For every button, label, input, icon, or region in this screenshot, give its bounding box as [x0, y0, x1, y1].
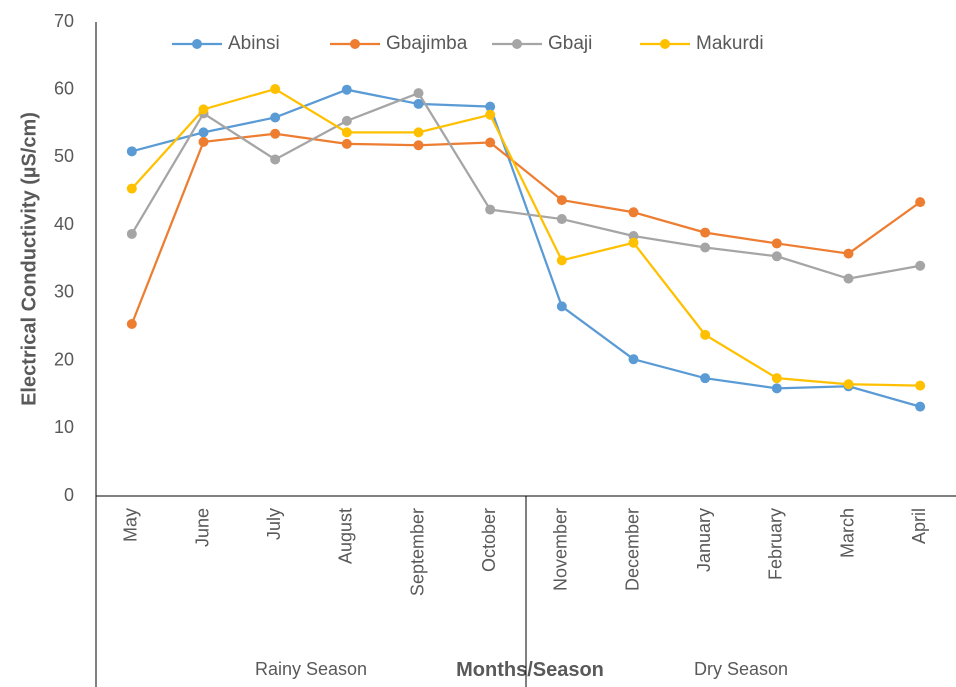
- data-point: [198, 127, 209, 138]
- data-point: [413, 140, 424, 151]
- series-line: [130, 87, 921, 387]
- data-point: [915, 380, 926, 391]
- data-point: [915, 401, 926, 412]
- data-point: [270, 128, 281, 139]
- x-tick-label: April: [909, 508, 929, 544]
- y-tick-label: 40: [54, 214, 74, 234]
- data-point: [700, 227, 711, 238]
- data-point: [843, 273, 854, 284]
- series-line: [130, 91, 921, 280]
- data-point: [700, 329, 711, 340]
- data-point: [556, 195, 567, 206]
- data-point: [198, 104, 209, 115]
- x-tick-label: October: [479, 508, 499, 572]
- data-point: [126, 146, 137, 157]
- y-tick-label: 10: [54, 417, 74, 437]
- data-point: [270, 84, 281, 95]
- data-point: [628, 237, 639, 248]
- x-tick-label: August: [336, 508, 356, 564]
- data-point: [198, 136, 209, 147]
- x-tick-label: June: [192, 508, 212, 547]
- data-point: [771, 373, 782, 384]
- data-point: [771, 383, 782, 394]
- data-point: [771, 238, 782, 249]
- legend-label: Gbaji: [548, 33, 592, 54]
- data-point: [915, 260, 926, 271]
- y-axis-title: Electrical Conductivity (µS/cm): [18, 112, 40, 406]
- y-tick-label: 60: [54, 78, 74, 98]
- data-point: [341, 138, 352, 149]
- legend-label: Makurdi: [696, 33, 764, 54]
- data-point: [341, 127, 352, 138]
- x-axis-title: Months/Season: [456, 659, 604, 681]
- x-tick-label: November: [551, 508, 571, 591]
- y-tick-label: 30: [54, 282, 74, 302]
- x-tick-label: March: [837, 508, 857, 558]
- data-point: [126, 319, 137, 330]
- data-point: [628, 207, 639, 218]
- x-tick-label: January: [694, 508, 714, 572]
- series-line: [131, 88, 921, 408]
- legend-label: Abinsi: [228, 33, 280, 54]
- data-point: [556, 301, 567, 312]
- data-point: [413, 98, 424, 109]
- data-point: [843, 248, 854, 259]
- y-tick-label: 50: [54, 146, 74, 166]
- data-point: [485, 109, 496, 120]
- data-point: [700, 242, 711, 253]
- x-tick-label: February: [766, 508, 786, 580]
- y-tick-label: 70: [54, 11, 74, 31]
- data-point: [556, 214, 567, 225]
- data-point: [341, 115, 352, 126]
- x-tick-label: July: [264, 508, 284, 540]
- data-point: [915, 197, 926, 208]
- legend-marker: [512, 39, 522, 49]
- data-point: [413, 127, 424, 138]
- group-label: Dry Season: [694, 659, 788, 679]
- legend-marker: [192, 39, 202, 49]
- data-point: [485, 204, 496, 215]
- x-tick-label: December: [622, 508, 642, 591]
- data-point: [126, 228, 137, 239]
- x-tick-label: May: [121, 508, 141, 542]
- x-tick-label: September: [407, 508, 427, 596]
- data-point: [485, 101, 496, 112]
- data-point: [771, 251, 782, 262]
- data-point: [485, 137, 496, 148]
- legend-marker: [350, 39, 360, 49]
- data-point: [628, 354, 639, 365]
- data-point: [270, 154, 281, 165]
- data-point: [843, 379, 854, 390]
- data-point: [270, 112, 281, 123]
- data-point: [413, 88, 424, 99]
- data-point: [700, 373, 711, 384]
- legend-label: Gbajimba: [386, 33, 468, 54]
- y-tick-label: 20: [54, 349, 74, 369]
- data-point: [126, 183, 137, 194]
- group-label: Rainy Season: [255, 659, 367, 679]
- series-line: [130, 132, 921, 325]
- data-point: [556, 255, 567, 266]
- data-point: [341, 84, 352, 95]
- legend-marker: [660, 39, 670, 49]
- y-tick-label: 0: [64, 485, 74, 505]
